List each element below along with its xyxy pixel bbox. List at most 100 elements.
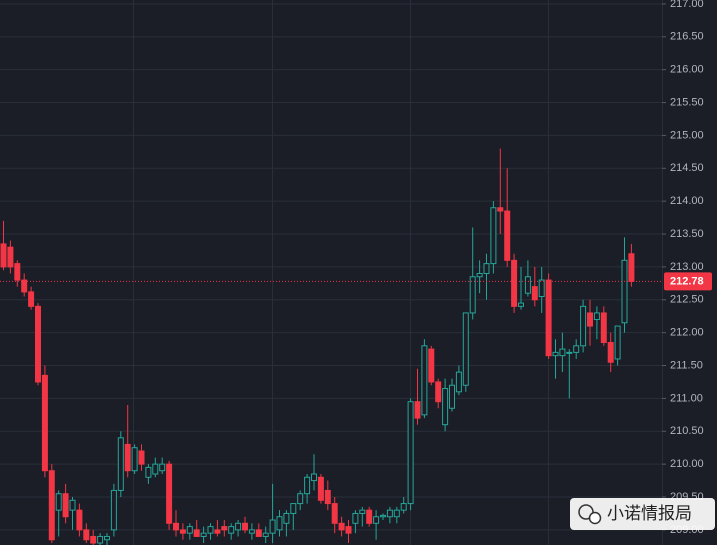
candle-body	[607, 342, 614, 363]
y-tick-label: 211.50	[670, 359, 703, 371]
candle-body	[538, 279, 545, 297]
candle-body	[352, 512, 359, 524]
y-tick-label: 216.50	[670, 31, 704, 43]
candle-body	[317, 476, 324, 501]
candle-body	[200, 532, 207, 537]
candle-body	[476, 272, 483, 278]
candle-body	[228, 526, 235, 534]
candle-body	[269, 519, 276, 534]
candle-body	[573, 345, 580, 353]
candle-body	[435, 381, 442, 403]
candle-body	[400, 503, 407, 511]
candle-body	[359, 509, 366, 514]
candle-body	[138, 450, 145, 465]
candle-body	[469, 276, 476, 314]
candle-body	[152, 463, 159, 475]
candle-body	[97, 535, 104, 544]
candle-body	[14, 263, 21, 281]
candle-body	[524, 276, 531, 294]
candle-body	[41, 374, 48, 472]
candle-body	[131, 447, 138, 472]
candle-body	[559, 348, 566, 357]
y-tick-label: 213.50	[670, 228, 704, 240]
candle-body	[490, 207, 497, 265]
candle-body	[380, 514, 386, 518]
candle-body	[207, 526, 214, 534]
candle-body	[145, 466, 152, 478]
candle-body	[276, 516, 283, 531]
candle-body	[248, 529, 255, 534]
candle-body	[511, 259, 518, 307]
candle-body	[414, 401, 421, 419]
y-tick-label: 212.00	[670, 327, 704, 339]
candle-body	[455, 371, 462, 393]
candle-body	[518, 302, 524, 307]
y-tick-label: 217.00	[670, 0, 704, 10]
candle-body	[504, 210, 511, 261]
candle-body	[580, 305, 587, 347]
candle-body	[76, 509, 83, 531]
candle-body	[117, 437, 124, 491]
y-tick-label: 211.00	[670, 392, 703, 404]
candle-body	[442, 388, 449, 426]
candle-body	[304, 476, 311, 495]
candle-body	[628, 253, 635, 282]
watermark-icon	[588, 511, 602, 525]
candle-body	[48, 470, 55, 541]
candle-body	[552, 351, 559, 357]
y-tick-label: 210.00	[670, 458, 704, 470]
last-price-label: 212.78	[670, 275, 704, 287]
candle-body	[283, 512, 290, 524]
candle-body	[83, 529, 90, 541]
candle-body	[373, 516, 380, 524]
candle-body	[159, 463, 166, 472]
candle-body	[7, 246, 14, 268]
candle-body	[28, 291, 35, 307]
candle-body	[331, 503, 338, 524]
candle-body	[566, 351, 573, 354]
candle-body	[531, 286, 538, 301]
candle-body	[69, 499, 76, 511]
candle-body	[428, 348, 435, 383]
candle-body	[345, 526, 352, 534]
candle-body	[62, 493, 69, 518]
watermark-box: 小诺情报局	[570, 498, 715, 530]
candle-body	[587, 312, 593, 327]
candle-body	[55, 493, 62, 511]
candle-body	[483, 263, 490, 274]
candle-body	[324, 489, 331, 505]
candle-body	[166, 463, 173, 524]
candle-body	[21, 279, 28, 293]
y-tick-label: 213.00	[670, 261, 704, 273]
candle-body	[235, 522, 242, 531]
candle-body	[262, 532, 269, 537]
candle-body	[462, 312, 469, 386]
candle-body	[421, 345, 428, 416]
candle-body	[255, 529, 262, 537]
candle-body	[124, 443, 131, 472]
watermark-bg	[570, 498, 715, 530]
y-tick-label: 215.00	[670, 129, 704, 141]
y-tick-label: 215.50	[670, 96, 704, 108]
candle-body	[35, 305, 41, 383]
watermark-icon	[578, 504, 594, 520]
candles	[0, 148, 635, 545]
last-price-badge	[664, 272, 712, 291]
candle-body	[614, 325, 621, 360]
grid: 209.00209.50210.00210.50211.00211.50212.…	[0, 0, 704, 536]
candle-body	[242, 522, 248, 531]
candle-body	[193, 529, 200, 537]
candle-body	[311, 473, 317, 482]
y-tick-label: 216.00	[670, 64, 704, 76]
candle-body	[221, 526, 228, 531]
candle-body	[110, 489, 117, 531]
candle-body	[0, 243, 7, 268]
candle-body	[186, 526, 193, 534]
candle-body	[297, 493, 304, 505]
candle-body	[386, 509, 393, 518]
candle-body	[173, 522, 179, 531]
y-tick-label: 214.50	[670, 162, 704, 174]
